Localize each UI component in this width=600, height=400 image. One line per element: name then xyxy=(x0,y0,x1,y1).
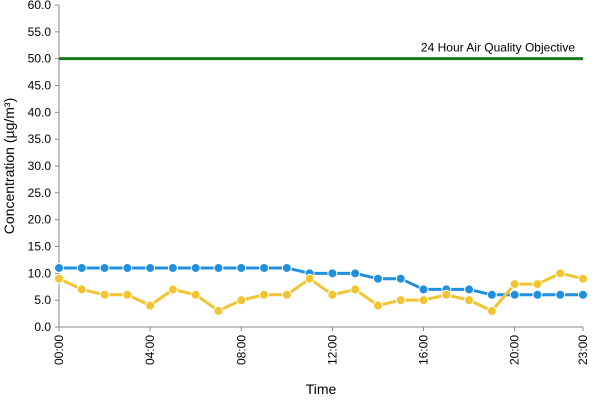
y-tick-label: 60.0 xyxy=(28,0,52,12)
data-point xyxy=(259,262,270,273)
x-tick-label: 12:00 xyxy=(325,335,339,365)
data-point xyxy=(145,262,156,273)
y-tick-label: 30.0 xyxy=(28,159,52,173)
data-point xyxy=(54,262,64,273)
data-point xyxy=(532,289,543,300)
data-point xyxy=(99,262,110,273)
data-point xyxy=(327,289,338,300)
series-group xyxy=(54,262,588,316)
y-tick-label: 5.0 xyxy=(34,293,51,307)
data-point xyxy=(327,268,338,279)
data-point xyxy=(464,284,475,295)
x-tick-label: 00:00 xyxy=(52,335,66,365)
data-point xyxy=(236,295,247,306)
y-tick-label: 20.0 xyxy=(28,213,52,227)
data-point xyxy=(99,289,110,300)
data-point xyxy=(76,262,87,273)
x-tick-label: 04:00 xyxy=(143,335,157,365)
data-point xyxy=(167,262,178,273)
data-point xyxy=(395,295,406,306)
series-line xyxy=(58,271,584,313)
data-point xyxy=(167,284,178,295)
y-axis-title: Concentration (µg/m³) xyxy=(1,98,17,234)
x-axis-title: Time xyxy=(306,381,337,397)
data-point xyxy=(372,273,383,284)
data-point xyxy=(281,262,292,273)
y-tick-label: 15.0 xyxy=(28,240,52,254)
data-point xyxy=(190,289,201,300)
data-point xyxy=(464,295,475,306)
x-axis: 00:00 04:00 08:00 12:00 16:00 20:00 23:00 xyxy=(52,326,590,365)
data-point xyxy=(304,273,315,284)
data-point xyxy=(213,305,224,316)
series-1 xyxy=(54,268,588,316)
data-point xyxy=(418,284,429,295)
y-tick-label: 50.0 xyxy=(28,52,52,66)
data-point xyxy=(555,268,566,279)
data-point xyxy=(350,284,361,295)
objective-line-group: 24 Hour Air Quality Objective xyxy=(59,41,583,61)
x-tick-label: 20:00 xyxy=(508,335,522,365)
data-point xyxy=(76,284,87,295)
data-point xyxy=(486,305,497,316)
data-point xyxy=(418,295,429,306)
y-tick-label: 0.0 xyxy=(34,320,51,334)
data-point xyxy=(122,262,133,273)
series-line xyxy=(59,266,583,297)
data-point xyxy=(486,289,497,300)
data-point xyxy=(213,262,224,273)
data-point xyxy=(509,279,520,290)
objective-label: 24 Hour Air Quality Objective xyxy=(421,41,575,55)
y-tick-label: 45.0 xyxy=(28,79,52,93)
y-tick-label: 10.0 xyxy=(28,266,52,280)
data-point xyxy=(259,289,270,300)
y-tick-label: 55.0 xyxy=(28,25,52,39)
x-tick-label: 16:00 xyxy=(417,335,431,365)
data-point xyxy=(578,273,588,284)
data-point xyxy=(532,279,543,290)
y-tick-label: 25.0 xyxy=(28,186,52,200)
data-point xyxy=(509,289,520,300)
data-point xyxy=(122,289,133,300)
data-point xyxy=(190,262,201,273)
x-tick-label: 08:00 xyxy=(234,335,248,365)
data-point xyxy=(395,273,406,284)
data-point xyxy=(236,262,247,273)
data-point xyxy=(555,289,566,300)
y-tick-label: 35.0 xyxy=(28,132,52,146)
data-point xyxy=(281,289,292,300)
data-point xyxy=(372,300,383,311)
x-tick-label: 23:00 xyxy=(576,335,590,365)
series-0 xyxy=(54,262,588,300)
data-point xyxy=(441,289,452,300)
y-axis: 0.0 5.0 10.0 15.0 20.0 25.0 30.0 35.0 40.0 45.0 50… xyxy=(28,0,60,334)
data-point xyxy=(578,289,588,300)
data-point xyxy=(145,300,156,311)
data-point xyxy=(54,273,64,284)
y-tick-label: 40.0 xyxy=(28,105,52,119)
data-point xyxy=(350,268,361,279)
